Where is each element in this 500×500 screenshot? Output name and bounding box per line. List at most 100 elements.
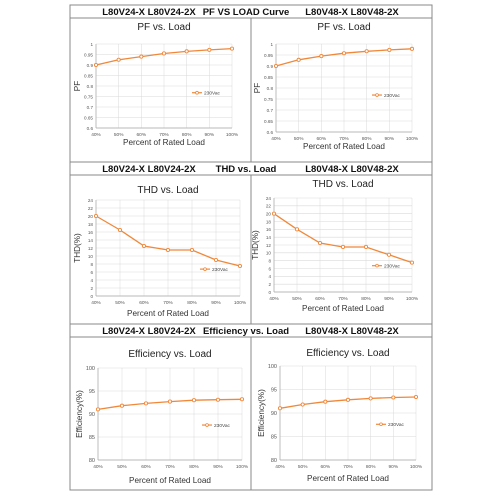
y-tick-label: 85: [271, 434, 277, 440]
data-point: [368, 396, 373, 401]
y-tick-label: 95: [89, 389, 95, 395]
x-tick-label: 60%: [141, 464, 151, 470]
y-tick-label: 6: [90, 270, 93, 275]
x-axis-label: Percent of Rated Load: [302, 304, 384, 313]
data-point: [229, 46, 235, 51]
y-axis-label: PF: [253, 83, 262, 93]
data-point: [273, 63, 279, 69]
data-point: [161, 51, 167, 56]
data-point: [391, 395, 396, 400]
x-tick-label: 50%: [117, 464, 127, 470]
y-tick-label: 8: [90, 262, 93, 267]
x-tick-label: 80%: [182, 132, 192, 138]
x-tick-label: 70%: [343, 464, 353, 470]
chart-title: PF vs. Load: [317, 22, 370, 33]
data-point: [165, 247, 171, 253]
header-right-models: L80V48-X L80V48-2X: [305, 326, 399, 337]
x-tick-label: 50%: [114, 132, 124, 138]
y-tick-label: 8: [268, 258, 271, 263]
x-tick-label: 50%: [294, 136, 304, 142]
x-tick-label: 40%: [275, 464, 285, 470]
y-tick-label: 10: [266, 251, 272, 256]
y-tick-label: 2: [90, 286, 93, 291]
y-tick-label: 0.9: [87, 63, 94, 68]
y-tick-label: 90: [271, 411, 277, 417]
x-tick-label: 40%: [91, 300, 101, 306]
x-tick-label: 80%: [362, 136, 372, 142]
y-axis-label: THD(%): [73, 233, 82, 263]
data-point: [409, 260, 415, 265]
x-tick-label: 100%: [406, 296, 419, 302]
data-point: [300, 402, 305, 407]
header-section-title: Efficiency vs. Load: [203, 326, 289, 337]
y-tick-label: 22: [88, 206, 94, 211]
y-tick-label: 0.95: [84, 52, 93, 57]
x-tick-label: 40%: [91, 132, 101, 138]
legend-marker: [195, 90, 199, 95]
header-left-models: L80V24-X L80V24-2X: [102, 164, 196, 175]
x-tick-label: 90%: [205, 132, 215, 138]
data-point: [95, 407, 101, 412]
y-tick-label: 4: [90, 278, 93, 283]
data-point: [184, 49, 189, 54]
y-tick-label: 24: [88, 198, 94, 203]
x-axis-label: Percent of Rated Load: [303, 142, 385, 151]
data-point: [413, 394, 419, 400]
y-axis-label: PF: [73, 81, 82, 91]
y-axis-label: THD(%): [251, 230, 260, 260]
legend-entry: 230Vac: [384, 93, 401, 99]
data-point: [117, 227, 123, 233]
y-axis-label: Efficiency(%): [75, 390, 84, 438]
header-left-models: L80V24-X L80V24-2X: [102, 7, 196, 18]
x-tick-label: 60%: [137, 132, 147, 138]
x-tick-label: 50%: [298, 464, 308, 470]
legend-marker: [375, 93, 379, 97]
y-tick-label: 6: [268, 266, 271, 271]
header-left-models: L80V24-X L80V24-2X: [102, 326, 196, 337]
y-tick-label: 0.8: [267, 86, 274, 91]
x-tick-label: 40%: [269, 296, 279, 302]
data-point: [93, 213, 99, 219]
y-tick-label: 0.65: [264, 119, 273, 124]
x-tick-label: 90%: [211, 300, 221, 306]
x-tick-label: 70%: [165, 464, 175, 470]
x-tick-label: 90%: [213, 464, 223, 470]
x-tick-label: 100%: [226, 132, 239, 138]
x-tick-label: 100%: [234, 300, 247, 306]
y-tick-label: 24: [266, 196, 272, 201]
header-right-models: L80V48-X L80V48-2X: [305, 164, 399, 175]
x-tick-label: 40%: [271, 136, 281, 142]
y-tick-label: 4: [268, 274, 271, 279]
x-tick-label: 100%: [410, 464, 423, 470]
y-tick-label: 80: [271, 458, 277, 464]
y-tick-label: 0.7: [87, 105, 94, 110]
y-axis-label: Efficiency(%): [257, 389, 266, 437]
y-tick-label: 0.8: [87, 84, 94, 89]
y-tick-label: 80: [89, 458, 95, 464]
y-tick-label: 20: [266, 211, 272, 216]
legend-marker: [205, 423, 209, 427]
data-point: [386, 252, 392, 257]
y-tick-label: 18: [266, 219, 272, 224]
legend-entry: 230Vac: [204, 91, 221, 97]
data-point: [271, 211, 277, 216]
data-point: [277, 406, 283, 411]
header-section-title: PF VS LOAD Curve: [203, 7, 290, 18]
y-tick-label: 0.9: [267, 64, 274, 69]
data-point: [363, 244, 369, 250]
x-tick-label: 70%: [163, 300, 173, 306]
x-axis-label: Percent of Rated Load: [129, 476, 211, 485]
data-point: [141, 243, 147, 249]
x-tick-label: 80%: [187, 300, 197, 306]
x-tick-label: 70%: [338, 296, 348, 302]
y-tick-label: 0.85: [264, 75, 273, 80]
data-point: [364, 49, 369, 54]
x-axis-label: Percent of Rated Load: [307, 474, 389, 483]
x-tick-label: 60%: [315, 296, 325, 302]
data-point: [139, 54, 144, 59]
data-point: [323, 399, 328, 404]
x-tick-label: 90%: [384, 296, 394, 302]
y-tick-label: 22: [266, 204, 272, 209]
x-tick-label: 70%: [339, 136, 349, 142]
